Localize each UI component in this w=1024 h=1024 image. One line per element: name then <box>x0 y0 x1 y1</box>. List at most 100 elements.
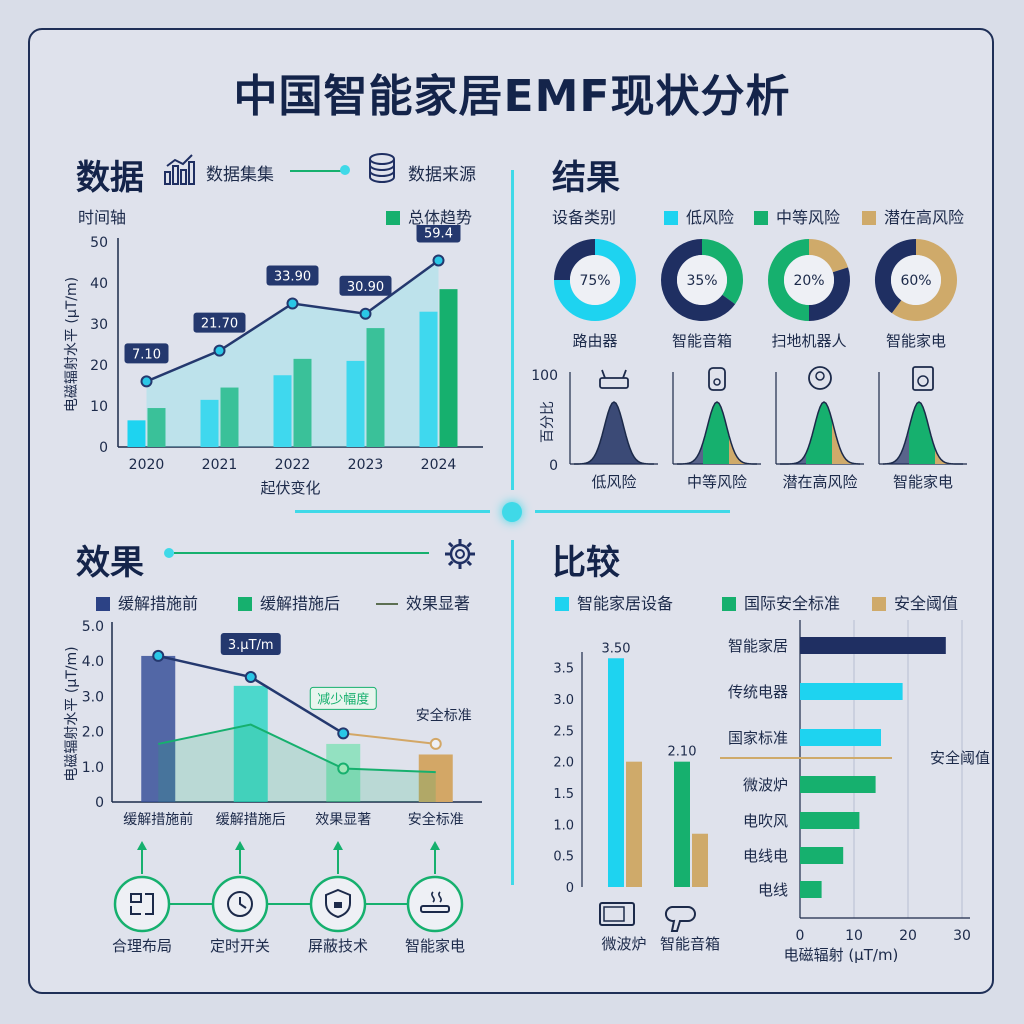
bar-chart-icon <box>164 154 195 185</box>
washer-door <box>917 375 929 387</box>
bar-series-1 <box>273 375 292 447</box>
divider-horizontal-right <box>535 510 730 513</box>
effect-legend-significant-label: 效果显著 <box>406 594 471 613</box>
y-axis-label: 电磁辐射水平 (μT/m) <box>64 646 80 781</box>
bar-series-1 <box>346 360 365 447</box>
dist-label: 中等风险 <box>687 473 747 491</box>
trend-data-label: 59.4 <box>424 226 453 241</box>
connector-dot <box>340 165 350 175</box>
x-tick-label: 2023 <box>348 457 384 473</box>
rank-bar <box>800 729 881 746</box>
measure-label: 智能家电 <box>405 937 465 955</box>
effect-heading: 效果 <box>76 543 144 583</box>
donut-percent: 20% <box>793 273 824 289</box>
donut-slice <box>891 239 957 321</box>
x-tick-label: 安全标准 <box>408 811 464 828</box>
effect-legend-before: 缓解措施前 <box>96 590 198 614</box>
donut-percent: 35% <box>686 273 717 289</box>
dist-area <box>574 402 654 464</box>
gear-icon <box>445 539 475 569</box>
measure-label: 屏蔽技术 <box>308 937 368 955</box>
donut-hole <box>570 255 620 305</box>
callout1-bg <box>220 633 281 656</box>
bar-series-trend <box>439 289 458 447</box>
rank-bar <box>800 776 876 793</box>
compare-data-label: 3.50 <box>602 641 631 656</box>
bar-series-1 <box>200 399 219 447</box>
donut-slice <box>701 239 743 305</box>
vacuum-sensor <box>815 371 825 381</box>
layout-glyph <box>130 893 154 915</box>
y-tick-label: 1.0 <box>82 760 104 776</box>
callout2-bg <box>309 686 377 710</box>
effect-bar <box>141 655 176 802</box>
trend-label-bg <box>193 312 246 333</box>
effect-connector-dot <box>164 548 174 558</box>
compare-bar <box>626 761 642 887</box>
y-tick-label: 2.0 <box>82 725 104 741</box>
rank-bar <box>800 881 822 898</box>
x-tick-label: 效果显著 <box>315 812 371 828</box>
device-type-label: 设备类别 <box>552 208 617 227</box>
dist-ymax: 100 <box>531 368 558 384</box>
dist-label: 智能家电 <box>893 473 953 491</box>
appliance-glyph <box>420 905 450 913</box>
y-tick-label: 2.0 <box>553 756 574 771</box>
dist-area <box>935 448 963 464</box>
effect-legend-significant: 效果显著 <box>376 590 470 614</box>
divider-horizontal-left <box>295 510 490 513</box>
dist-curve <box>573 401 655 465</box>
y-tick-label: 0 <box>95 795 104 811</box>
compare-bar <box>608 658 624 887</box>
bar-series-1 <box>127 420 146 447</box>
rank-label: 电吹风 <box>743 812 788 830</box>
trend-point <box>213 344 226 357</box>
dist-area <box>703 402 729 464</box>
compare-bar <box>692 833 708 887</box>
rank-label: 传统电器 <box>728 683 788 701</box>
y-tick-label: 1.0 <box>553 818 574 833</box>
donut-label: 扫地机器人 <box>771 332 846 350</box>
clock-face <box>227 891 253 917</box>
risk-legend-low: 低风险 <box>664 204 734 228</box>
y-tick-label: 30 <box>90 317 108 333</box>
risk-legend-high: 潜在高风险 <box>862 204 964 228</box>
compare-bar <box>674 761 690 887</box>
dist-curve <box>779 401 861 465</box>
trend-point <box>359 307 372 320</box>
connector-line <box>290 170 345 172</box>
emf-trend-chart: 0 10 20 30 40 50 电磁辐射水平 (μT/m) 2020 2021 2022 2023… <box>64 225 483 497</box>
x-tick-label: 10 <box>845 928 863 944</box>
router-antenna <box>622 369 627 379</box>
dist-label: 低风险 <box>591 473 636 491</box>
donut-slice <box>808 267 850 321</box>
router-icon <box>599 369 629 389</box>
x-tick-label: 微波炉 <box>601 935 646 953</box>
effect-connector-line <box>174 552 429 554</box>
x-axis-label: 起伏变化 <box>260 479 320 497</box>
shield-lock-icon <box>325 888 351 919</box>
shield-glyph <box>325 888 351 919</box>
speaker-cone <box>713 378 721 386</box>
measure-label: 合理布局 <box>112 937 172 955</box>
dist-area <box>780 453 806 464</box>
timeline-label: 时间轴 <box>78 208 127 227</box>
donut-label: 智能音箱 <box>672 332 732 350</box>
trend-data-label: 7.10 <box>132 347 161 362</box>
safety-line <box>343 732 436 745</box>
x-tick-label: 30 <box>953 928 971 944</box>
layout-icon <box>130 893 154 915</box>
y-tick-label: 4.0 <box>82 654 104 670</box>
router-antenna <box>601 369 606 379</box>
lock-glyph <box>334 902 342 908</box>
dist-label: 潜在高风险 <box>782 473 857 491</box>
measure-arrow-head <box>333 841 343 850</box>
y-tick-label: 0 <box>99 440 108 456</box>
y-axis-label: 电磁辐射水平 (μT/m) <box>64 277 80 412</box>
measure-label: 定时开关 <box>210 937 270 955</box>
rank-label: 电线电 <box>743 847 788 865</box>
dist-curve <box>676 401 758 465</box>
trend-legend-label: 总体趋势 <box>408 208 473 227</box>
